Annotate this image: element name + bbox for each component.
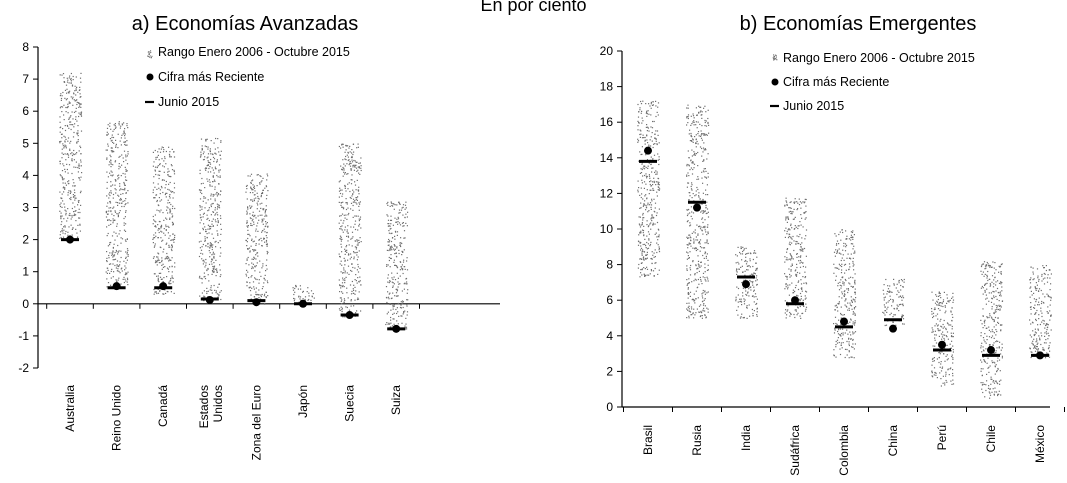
legend-range-label: Rango Enero 2006 - Octubre 2015 — [783, 51, 975, 65]
category-label: Canadá — [156, 385, 170, 427]
y-tick-label: 8 — [606, 258, 613, 272]
latest-value-dot — [112, 282, 121, 291]
latest-value-dot — [693, 203, 701, 212]
y-tick-label: 5 — [22, 136, 29, 150]
y-tick-label: 10 — [600, 222, 614, 236]
range-band — [338, 143, 362, 318]
range-band — [292, 284, 315, 305]
y-tick-label: 1 — [22, 265, 29, 279]
latest-value-dot — [987, 346, 995, 355]
category-label: Australia — [63, 385, 77, 432]
category-label: Suecia — [343, 385, 357, 422]
category-label: Rusia — [690, 425, 704, 456]
legend-latest-label: Cifra más Reciente — [783, 75, 889, 89]
latest-value-dot — [159, 282, 168, 291]
latest-value-dot — [791, 296, 799, 305]
legend-dot-icon — [771, 78, 779, 86]
y-tick-label: 6 — [22, 104, 29, 118]
category-label: India — [739, 425, 753, 451]
legend-latest-label: Cifra más Reciente — [158, 70, 264, 84]
category-label: Brasil — [641, 425, 655, 455]
panel-emerging-economies: b) Economías Emergentes 0 2 4 6 8 10 12 14 16 18 20… — [600, 13, 1065, 476]
range-band — [686, 104, 710, 319]
category-label: EstadosUnidos — [197, 385, 225, 428]
category-label: Reino Unido — [110, 385, 124, 451]
y-tick-label: 2 — [606, 364, 613, 378]
panel-advanced-economies: a) Economías Avanzadas -2 -1 0 1 2 3 4 5 6 7 8 Austr… — [18, 13, 500, 460]
category-label: Colombia — [837, 425, 851, 476]
latest-value-dot — [345, 311, 354, 320]
y-tick-label: 4 — [606, 329, 613, 343]
range-band — [105, 121, 129, 289]
legend: Rango Enero 2006 - Octubre 2015 Cifra más… — [145, 45, 350, 109]
latest-value-dot — [66, 235, 74, 244]
legend-dot-icon — [146, 73, 154, 81]
y-tick-label: 20 — [600, 44, 614, 58]
latest-value-dot — [205, 295, 214, 304]
panel-title: a) Economías Avanzadas — [132, 13, 358, 35]
range-band — [1029, 265, 1052, 359]
y-tick-label: 6 — [606, 293, 613, 307]
range-band — [833, 229, 857, 359]
legend-june-label: Junio 2015 — [158, 95, 219, 109]
range-band — [637, 100, 661, 278]
latest-value-dot — [742, 280, 750, 289]
y-tick-label: 2 — [22, 233, 29, 247]
y-tick-label: 16 — [600, 115, 614, 129]
category-label: Japón — [296, 385, 310, 418]
panel-title: b) Economías Emergentes — [740, 13, 977, 35]
range-band — [198, 137, 222, 302]
range-band — [980, 261, 1004, 399]
y-tick-label: 3 — [22, 201, 29, 215]
category-label: Chile — [984, 425, 998, 453]
y-tick-label: 12 — [600, 186, 614, 200]
latest-value-dot — [840, 317, 848, 326]
y-tick-label: 14 — [600, 151, 614, 165]
range-band — [152, 146, 176, 295]
y-tick-label: -2 — [18, 361, 29, 375]
latest-value-dot — [938, 340, 946, 349]
y-tick-label: 18 — [600, 80, 614, 94]
category-label: Perú — [935, 425, 949, 450]
y-tick-label: 0 — [22, 297, 29, 311]
y-tick-label: 8 — [22, 40, 29, 54]
legend-june-label: Junio 2015 — [783, 99, 844, 113]
range-band — [59, 72, 83, 241]
category-label: México — [1033, 425, 1047, 463]
category-label: Suiza — [389, 385, 403, 415]
category-label: Zona del Euro — [249, 385, 263, 461]
latest-value-dot — [644, 146, 652, 155]
latest-value-dot — [252, 298, 261, 307]
range-band — [245, 173, 269, 305]
category-label: Sudáfrica — [788, 425, 802, 476]
legend: Rango Enero 2006 - Octubre 2015 Cifra más… — [770, 51, 975, 113]
y-tick-label: 0 — [606, 400, 613, 414]
latest-value-dot — [299, 299, 307, 308]
y-tick-label: 7 — [22, 72, 29, 86]
figure-subtitle: En por ciento — [480, 0, 587, 15]
range-band — [784, 197, 808, 319]
latest-value-dot — [889, 324, 897, 333]
category-label: China — [886, 425, 900, 457]
latest-value-dot — [392, 324, 401, 333]
y-tick-label: -1 — [18, 329, 29, 343]
legend-range-label: Rango Enero 2006 - Octubre 2015 — [158, 45, 350, 59]
range-band — [385, 201, 409, 331]
range-band — [931, 291, 955, 387]
latest-value-dot — [1036, 351, 1044, 360]
y-tick-label: 4 — [22, 168, 29, 182]
